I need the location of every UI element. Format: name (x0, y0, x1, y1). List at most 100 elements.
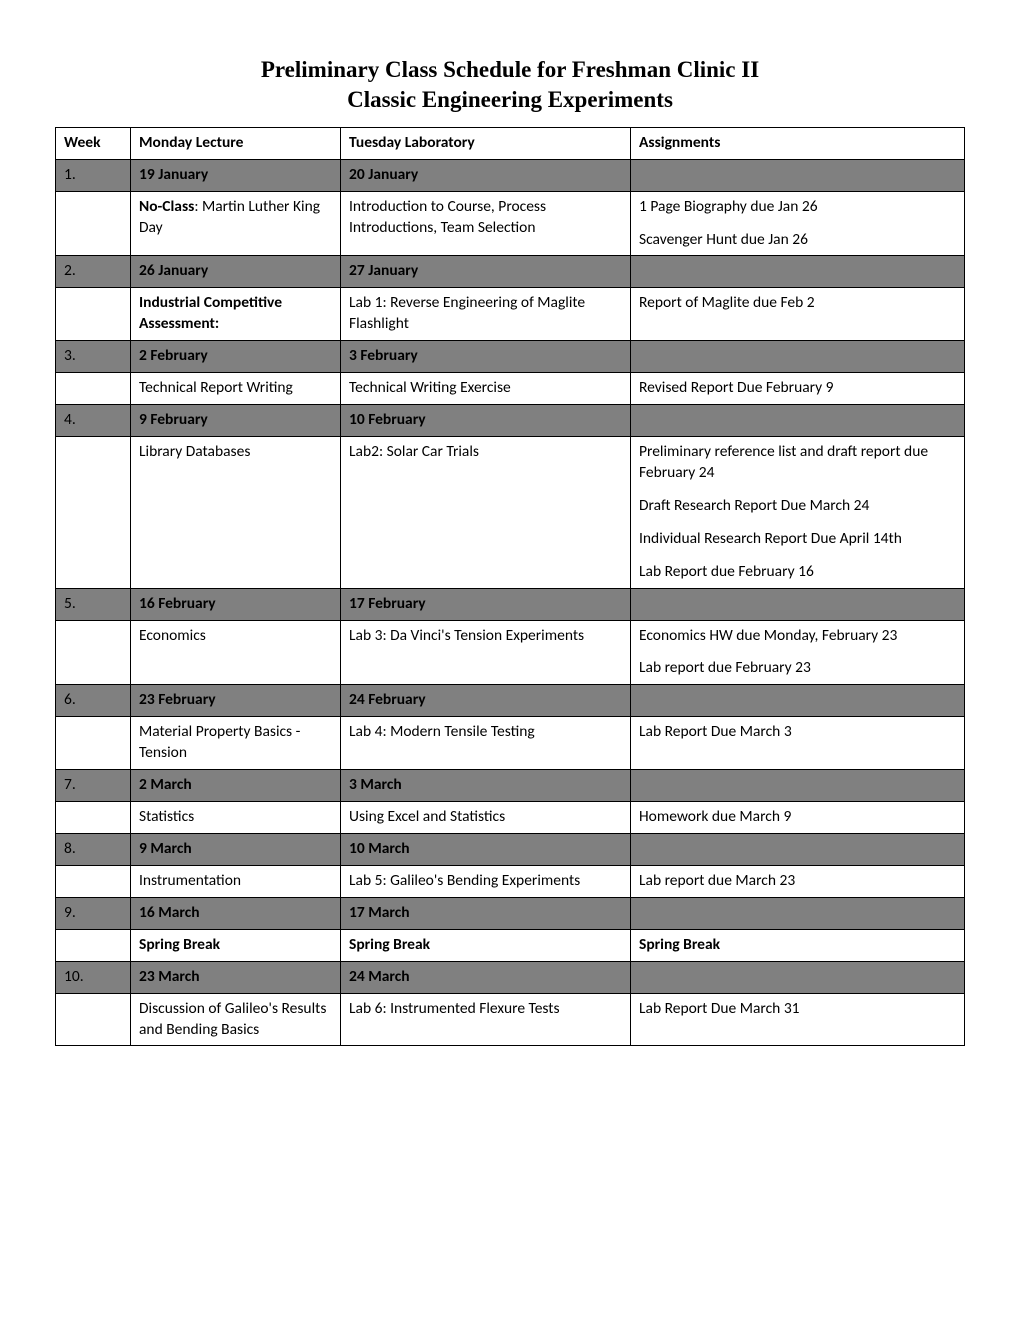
table-body: 1.19 January20 JanuaryNo-Class: Martin L… (56, 159, 965, 1046)
week-number-cell: 7. (56, 770, 131, 802)
title-line-1: Preliminary Class Schedule for Freshman … (55, 55, 965, 85)
tuesday-date-cell: 24 February (341, 685, 631, 717)
tuesday-content-cell: Introduction to Course, Process Introduc… (341, 191, 631, 256)
monday-date-cell: 26 January (131, 256, 341, 288)
assignments-content-cell: Preliminary reference list and draft rep… (631, 437, 965, 589)
week-empty-cell (56, 437, 131, 589)
assignments-content-cell: Lab Report Due March 3 (631, 717, 965, 770)
tuesday-date-cell: 17 February (341, 588, 631, 620)
table-row: 9.16 March17 March (56, 897, 965, 929)
week-number-cell: 9. (56, 897, 131, 929)
week-empty-cell (56, 802, 131, 834)
week-number-cell: 5. (56, 588, 131, 620)
week-number-cell: 6. (56, 685, 131, 717)
tuesday-content-cell: Technical Writing Exercise (341, 373, 631, 405)
title-line-2: Classic Engineering Experiments (55, 85, 965, 115)
assignments-date-cell (631, 833, 965, 865)
assignment-item: 1 Page Biography due Jan 26 (639, 197, 956, 218)
assignments-date-cell (631, 685, 965, 717)
header-tuesday: Tuesday Laboratory (341, 127, 631, 159)
monday-date-cell: 23 February (131, 685, 341, 717)
week-number-cell: 4. (56, 405, 131, 437)
table-row: 7.2 March3 March (56, 770, 965, 802)
assignments-content-cell: Homework due March 9 (631, 802, 965, 834)
monday-content-cell: Library Databases (131, 437, 341, 589)
assignments-date-cell (631, 405, 965, 437)
assignments-date-cell (631, 897, 965, 929)
table-row: Industrial Competitive Assessment:Lab 1:… (56, 288, 965, 341)
header-row: Week Monday Lecture Tuesday Laboratory A… (56, 127, 965, 159)
table-row: Spring BreakSpring BreakSpring Break (56, 929, 965, 961)
table-row: Material Property Basics - TensionLab 4:… (56, 717, 965, 770)
assignment-item: Lab report due March 23 (639, 871, 956, 892)
assignments-content-cell: 1 Page Biography due Jan 26 Scavenger Hun… (631, 191, 965, 256)
header-monday: Monday Lecture (131, 127, 341, 159)
week-number-cell: 2. (56, 256, 131, 288)
assignment-item: Lab Report Due March 3 (639, 722, 956, 743)
table-row: StatisticsUsing Excel and Statistics Home… (56, 802, 965, 834)
monday-date-cell: 16 March (131, 897, 341, 929)
assignment-item: Homework due March 9 (639, 807, 956, 828)
assignment-item: Draft Research Report Due March 24 (639, 496, 956, 517)
table-row: Library DatabasesLab2: Solar Car TrialsP… (56, 437, 965, 589)
monday-content-cell: Economics (131, 620, 341, 685)
assignments-content-cell: Lab Report Due March 31 (631, 993, 965, 1046)
tuesday-content-cell: Lab2: Solar Car Trials (341, 437, 631, 589)
monday-content-cell: Statistics (131, 802, 341, 834)
tuesday-date-cell: 10 March (341, 833, 631, 865)
week-empty-cell (56, 373, 131, 405)
monday-content-cell: Discussion of Galileo's Results and Bend… (131, 993, 341, 1046)
table-row: EconomicsLab 3: Da Vinci's Tension Exper… (56, 620, 965, 685)
week-empty-cell (56, 717, 131, 770)
tuesday-content-cell: Spring Break (341, 929, 631, 961)
week-number-cell: 3. (56, 341, 131, 373)
week-empty-cell (56, 620, 131, 685)
assignments-date-cell (631, 159, 965, 191)
assignments-content-cell: Spring Break (631, 929, 965, 961)
assignments-date-cell (631, 341, 965, 373)
monday-content-cell: Industrial Competitive Assessment: (131, 288, 341, 341)
assignments-date-cell (631, 770, 965, 802)
assignment-item: Report of Maglite due Feb 2 (639, 293, 956, 314)
week-empty-cell (56, 191, 131, 256)
tuesday-date-cell: 24 March (341, 961, 631, 993)
assignment-item: Economics HW due Monday, February 23 (639, 626, 956, 647)
header-week: Week (56, 127, 131, 159)
monday-date-cell: 2 February (131, 341, 341, 373)
tuesday-date-cell: 20 January (341, 159, 631, 191)
assignments-date-cell (631, 961, 965, 993)
week-number-cell: 10. (56, 961, 131, 993)
tuesday-date-cell: 10 February (341, 405, 631, 437)
table-row: 5.16 February17 February (56, 588, 965, 620)
tuesday-content-cell: Lab 5: Galileo's Bending Experiments (341, 865, 631, 897)
monday-content-cell: Material Property Basics - Tension (131, 717, 341, 770)
assignment-item: Lab report due February 23 (639, 658, 956, 679)
assignments-content-cell: Economics HW due Monday, February 23 Lab … (631, 620, 965, 685)
monday-date-cell: 16 February (131, 588, 341, 620)
table-row: 1.19 January20 January (56, 159, 965, 191)
week-number-cell: 1. (56, 159, 131, 191)
monday-date-cell: 9 February (131, 405, 341, 437)
monday-content-cell: Spring Break (131, 929, 341, 961)
table-row: 10.23 March24 March (56, 961, 965, 993)
monday-date-cell: 19 January (131, 159, 341, 191)
assignments-content-cell: Revised Report Due February 9 (631, 373, 965, 405)
table-row: 8.9 March10 March (56, 833, 965, 865)
header-assignments: Assignments (631, 127, 965, 159)
assignment-item: Lab Report due February 16 (639, 562, 956, 583)
tuesday-content-cell: Lab 1: Reverse Engineering of Maglite Fl… (341, 288, 631, 341)
table-row: No-Class: Martin Luther King DayIntroduc… (56, 191, 965, 256)
schedule-table: Week Monday Lecture Tuesday Laboratory A… (55, 127, 965, 1047)
monday-content-cell: Technical Report Writing (131, 373, 341, 405)
assignments-content-cell: Report of Maglite due Feb 2 (631, 288, 965, 341)
tuesday-content-cell: Lab 4: Modern Tensile Testing (341, 717, 631, 770)
table-row: InstrumentationLab 5: Galileo's Bending … (56, 865, 965, 897)
table-row: 6.23 February24 February (56, 685, 965, 717)
assignments-content-cell: Lab report due March 23 (631, 865, 965, 897)
assignment-item: Scavenger Hunt due Jan 26 (639, 230, 956, 251)
tuesday-content-cell: Using Excel and Statistics (341, 802, 631, 834)
monday-content-cell: No-Class: Martin Luther King Day (131, 191, 341, 256)
assignment-item: Lab Report Due March 31 (639, 999, 956, 1020)
week-number-cell: 8. (56, 833, 131, 865)
tuesday-date-cell: 17 March (341, 897, 631, 929)
